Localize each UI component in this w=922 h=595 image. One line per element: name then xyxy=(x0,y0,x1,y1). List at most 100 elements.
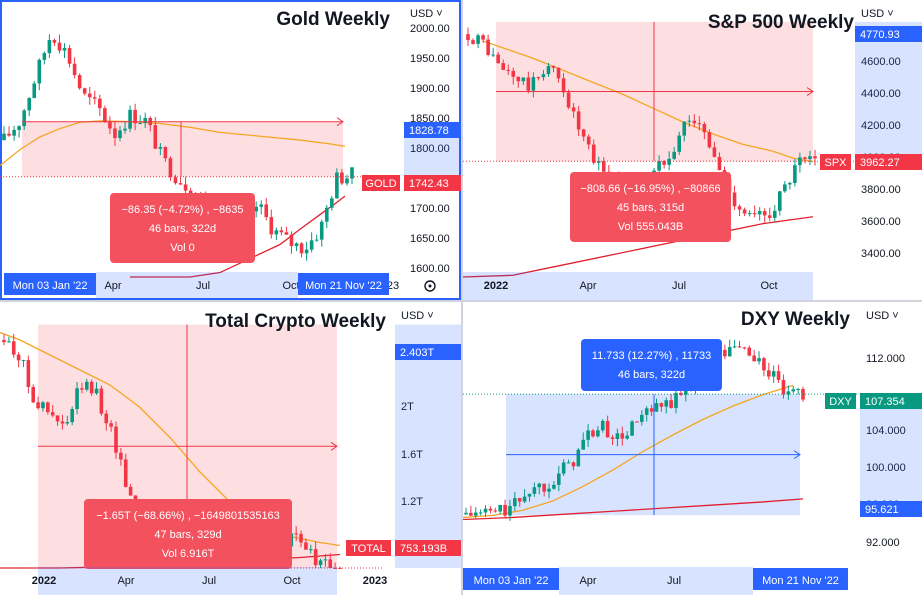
candle-body xyxy=(319,221,324,240)
candle-body xyxy=(309,240,314,250)
candle-body xyxy=(521,77,526,82)
range-value-tag xyxy=(395,344,461,360)
candle-body xyxy=(662,161,666,165)
candle-body xyxy=(114,426,118,453)
candle-body xyxy=(55,415,60,422)
candle-body xyxy=(737,206,742,210)
chart-title: Gold Weekly xyxy=(276,9,390,30)
y-tick-label: 1650.00 xyxy=(410,233,450,245)
candle-body xyxy=(335,172,339,199)
currency-label: USD ˅ xyxy=(410,8,443,20)
gold-pane[interactable]: −86.35 (−4.72%) , −8635 46 bars, 322d Vol … xyxy=(0,0,461,300)
candle-body xyxy=(264,204,269,218)
candle-body xyxy=(37,59,42,84)
candle-body xyxy=(541,74,546,78)
candle-body xyxy=(516,76,521,82)
candle-body xyxy=(687,120,692,122)
dxy-pane[interactable]: 11.733 (12.27%) , 11733 46 bars, 322d USD … xyxy=(463,302,922,595)
candle-body xyxy=(762,211,767,216)
candle-body xyxy=(21,360,26,362)
last-price-tag xyxy=(860,393,922,409)
candle-body xyxy=(284,232,289,235)
candle-body xyxy=(168,158,173,178)
candle-body xyxy=(328,559,333,568)
candle-body xyxy=(26,360,31,387)
measure-label-box xyxy=(581,339,722,391)
candle-body xyxy=(42,53,47,60)
spx-pane[interactable]: −808.66 (−16.95%) , −80866 45 bars, 315d V… xyxy=(463,0,922,300)
candle-body xyxy=(340,172,344,184)
candle-body xyxy=(649,408,654,412)
candle-body xyxy=(496,54,500,64)
candle-body xyxy=(712,147,717,157)
candle-body xyxy=(113,128,117,139)
candle-body xyxy=(667,158,671,165)
candle-body xyxy=(109,423,113,427)
candle-body xyxy=(791,389,796,392)
candle-body xyxy=(674,392,678,408)
candle-body xyxy=(657,161,661,171)
candle-body xyxy=(128,486,133,496)
candle-body xyxy=(17,126,21,130)
currency-label: USD ˅ xyxy=(401,310,434,322)
candle-body xyxy=(767,215,772,218)
candle-body xyxy=(640,414,644,422)
candle-body xyxy=(92,97,97,99)
candle-body xyxy=(605,420,610,438)
candle-body xyxy=(732,346,737,348)
candle-body xyxy=(466,34,470,41)
candle-body xyxy=(566,92,571,108)
candle-body xyxy=(67,48,72,64)
x-tick-label: Apr xyxy=(579,575,596,587)
candle-body xyxy=(294,243,299,247)
candle-body xyxy=(481,35,485,40)
last-price-tag xyxy=(855,154,922,170)
candle-body xyxy=(32,83,37,99)
candle-body xyxy=(269,217,274,235)
y-tick-label: 112.000 xyxy=(866,353,905,365)
range-end-tag xyxy=(753,568,848,590)
candle-body xyxy=(677,135,682,152)
range-value-tag xyxy=(860,501,922,517)
candle-body xyxy=(333,568,337,569)
x-tick-label: Oct xyxy=(760,280,777,292)
candle-body xyxy=(173,177,178,184)
candle-body xyxy=(274,230,279,235)
candle-body xyxy=(133,109,137,124)
candle-body xyxy=(57,42,62,51)
range-start-text: Mon 03 Jan '22 xyxy=(13,280,88,292)
x-tick-label: Jul xyxy=(672,280,686,292)
measure-label-line: 46 bars, 322d xyxy=(618,369,685,381)
range-value-tag xyxy=(855,26,922,42)
candle-body xyxy=(279,230,284,233)
measure-label-line: Vol 555.043B xyxy=(618,221,683,233)
candle-body xyxy=(717,156,722,171)
candle-body xyxy=(304,542,308,550)
candle-body xyxy=(654,403,659,412)
y-tick-label: 2000.00 xyxy=(410,23,450,35)
y-tick-label: 92.000 xyxy=(866,537,900,549)
x-tick-label: Apr xyxy=(579,280,596,292)
range-value-tag xyxy=(404,122,461,138)
y-tick-label: 4200.00 xyxy=(861,120,901,132)
range-value-text: 1828.78 xyxy=(409,125,449,137)
candle-body xyxy=(808,156,812,160)
measure-arrow-head xyxy=(330,441,338,451)
symbol-text: TOTAL xyxy=(351,543,385,555)
candle-body xyxy=(727,347,732,357)
crypto-pane[interactable]: −1.65T (−68.66%) , −1649801535163 47 bars… xyxy=(0,302,461,595)
candle-body xyxy=(551,66,556,68)
candle-body xyxy=(345,178,349,184)
candle-body xyxy=(620,433,625,439)
symbol-text: SPX xyxy=(824,157,847,169)
candle-body xyxy=(47,39,52,54)
candle-body xyxy=(299,243,304,254)
candle-body xyxy=(50,412,55,416)
candle-body xyxy=(501,63,506,70)
candle-body xyxy=(511,70,516,77)
candle-body xyxy=(75,388,79,410)
candle-body xyxy=(635,421,639,423)
candle-body xyxy=(546,66,551,75)
candle-body xyxy=(503,504,507,516)
candle-body xyxy=(737,346,742,348)
